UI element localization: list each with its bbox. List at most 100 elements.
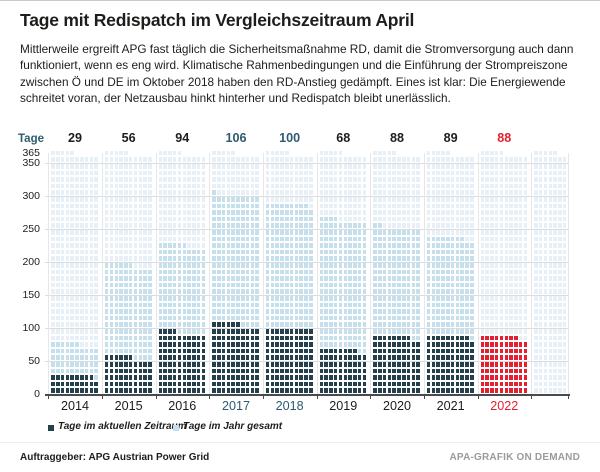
day-square-period (80, 375, 84, 380)
day-square-year-total (158, 249, 163, 255)
day-square-year-total (357, 230, 362, 235)
day-square-empty (431, 203, 436, 209)
day-square-empty (114, 223, 119, 229)
day-square-empty (382, 164, 387, 169)
y-axis-tick-label: 200 (22, 255, 40, 268)
day-square-year-total (172, 322, 177, 328)
day-square-empty (509, 210, 513, 215)
day-square-period (441, 355, 445, 361)
day-square-year-total (378, 263, 382, 268)
day-square-empty (470, 170, 474, 176)
day-square-empty (499, 190, 504, 196)
day-square-empty (514, 249, 518, 255)
column-separator (567, 153, 569, 394)
day-square-empty (148, 256, 152, 262)
day-square-empty (182, 170, 187, 176)
day-square-period (226, 388, 231, 394)
day-square-year-total (114, 342, 119, 347)
day-square-year-total (362, 269, 367, 275)
day-square-empty (84, 177, 89, 182)
day-square-year-total (182, 243, 187, 248)
day-square-year-total (133, 289, 138, 295)
day-square-empty (75, 315, 79, 321)
day-square-year-total (143, 342, 147, 347)
day-square-year-total (245, 236, 250, 242)
day-square-empty (499, 269, 504, 275)
day-square-empty (80, 302, 84, 308)
day-square-year-total (285, 236, 289, 242)
day-square-year-total (128, 315, 133, 321)
day-square-period (387, 335, 392, 341)
day-square-empty (80, 335, 84, 341)
day-square-year-total (192, 289, 196, 295)
day-square-empty (509, 157, 513, 163)
day-square-empty (485, 150, 489, 156)
day-square-empty (60, 263, 65, 268)
day-square-empty (94, 335, 98, 341)
day-square-year-total (362, 296, 367, 301)
period-value: 106 (225, 131, 247, 145)
day-square-empty (56, 243, 60, 248)
day-square-year-total (250, 289, 255, 295)
day-square-period (333, 381, 338, 387)
day-square-empty (499, 203, 504, 209)
day-square-empty (114, 164, 119, 169)
day-square-empty (362, 210, 367, 215)
day-square-empty (236, 164, 240, 169)
day-square-empty (543, 170, 548, 176)
day-square-year-total (241, 249, 245, 255)
day-square-year-total (333, 335, 338, 341)
day-square-empty (89, 282, 94, 288)
day-square-year-total (416, 302, 420, 308)
day-square-period (75, 388, 79, 394)
day-square-year-total (397, 230, 401, 235)
day-square-empty (446, 210, 450, 215)
day-square-period (192, 375, 196, 380)
day-square-empty (80, 282, 84, 288)
day-square-year-total (217, 309, 221, 314)
day-square-year-total (329, 329, 333, 334)
day-square-year-total (373, 322, 377, 328)
day-square-empty (504, 164, 509, 169)
day-square-empty (143, 210, 147, 215)
day-square-empty (392, 150, 396, 156)
day-square-period (80, 388, 84, 394)
day-square-empty (172, 157, 177, 163)
day-square-empty (70, 282, 74, 288)
day-square-year-total (250, 263, 255, 268)
day-square-empty (543, 388, 548, 394)
day-square-empty (499, 276, 504, 281)
day-square-empty (138, 256, 143, 262)
day-square-empty (217, 183, 221, 189)
day-square-empty (558, 164, 562, 169)
day-square-year-total (406, 276, 411, 281)
day-square-empty (275, 150, 279, 156)
day-square-empty (558, 269, 562, 275)
day-square-year-total (299, 322, 303, 328)
day-square-empty (499, 309, 504, 314)
day-square-empty (499, 150, 504, 156)
day-square-period (353, 375, 357, 380)
day-square-year-total (143, 309, 147, 314)
day-square-empty (548, 375, 553, 380)
day-square-empty (455, 157, 460, 163)
day-square-year-total (431, 243, 436, 248)
day-square-year-total (119, 329, 123, 334)
day-square-empty (431, 197, 436, 202)
day-square-empty (490, 190, 494, 196)
day-square-empty (221, 170, 226, 176)
day-square-year-total (60, 355, 65, 361)
day-square-empty (104, 203, 109, 209)
day-square-period (485, 348, 489, 354)
day-square-empty (543, 335, 548, 341)
day-square-empty (480, 190, 485, 196)
day-square-empty (470, 157, 474, 163)
day-square-year-total (348, 269, 352, 275)
day-square-period (504, 368, 509, 374)
day-square-year-total (378, 249, 382, 255)
day-square-empty (163, 164, 167, 169)
day-square-period (411, 381, 416, 387)
day-square-period (104, 388, 109, 394)
day-square-year-total (309, 263, 313, 268)
day-square-year-total (299, 230, 303, 235)
